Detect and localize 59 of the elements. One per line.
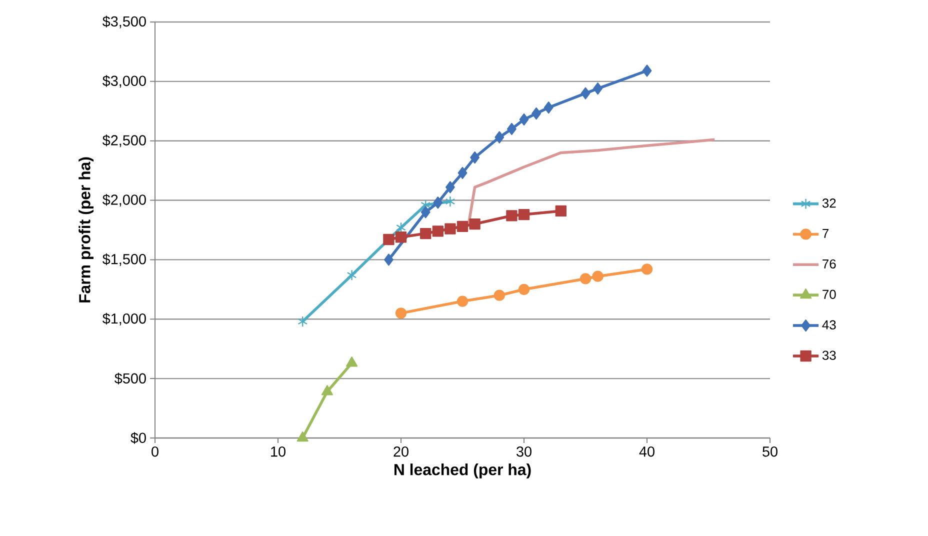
point <box>420 228 432 240</box>
x-tick-label: 20 <box>394 446 408 457</box>
y-tick-label: $500 <box>114 372 146 384</box>
x-tick-label: 50 <box>762 446 778 457</box>
point <box>470 151 480 164</box>
point <box>580 87 590 100</box>
point <box>519 113 529 126</box>
y-tick-label: $0 <box>130 432 146 444</box>
point <box>383 234 394 246</box>
x-tick-label: 30 <box>516 446 532 457</box>
point <box>395 308 407 319</box>
legend-label: 70 <box>822 290 836 299</box>
point <box>507 122 516 136</box>
point <box>494 131 504 144</box>
point <box>395 232 407 243</box>
point <box>593 82 603 95</box>
y-axis-title: Farm profit (per ha) <box>78 157 94 302</box>
legend-label: 76 <box>822 259 836 269</box>
point <box>346 356 358 367</box>
point <box>296 431 308 442</box>
point <box>642 64 652 77</box>
x-tick-label: 10 <box>271 446 286 457</box>
y-tick-label: $2,000 <box>102 194 146 207</box>
point <box>432 226 444 237</box>
point <box>580 273 592 284</box>
point <box>433 196 443 209</box>
legend-label: 33 <box>822 350 836 360</box>
point <box>641 264 653 275</box>
x-tick-label: 40 <box>639 446 654 457</box>
point <box>469 218 480 230</box>
point <box>518 208 530 220</box>
point <box>420 206 430 218</box>
point <box>444 223 456 234</box>
point <box>518 284 530 295</box>
legend-label: 43 <box>822 320 836 330</box>
y-tick-label: $3,500 <box>102 16 146 28</box>
point <box>445 196 456 208</box>
point <box>555 205 566 217</box>
x-tick-label: 0 <box>152 446 158 457</box>
point <box>321 385 333 396</box>
point <box>506 210 518 222</box>
point <box>544 101 554 114</box>
point <box>346 270 357 281</box>
point <box>446 181 455 194</box>
point <box>456 296 468 307</box>
y-tick-label: $1,000 <box>102 312 146 326</box>
y-tick-label: $1,500 <box>102 253 146 266</box>
x-axis-title: N leached (per ha) <box>394 464 531 478</box>
point <box>384 254 394 266</box>
legend-label: 7 <box>822 229 828 238</box>
point <box>298 316 308 328</box>
point <box>532 107 542 120</box>
y-tick-label: $3,000 <box>102 75 146 88</box>
legend-label: 32 <box>822 198 836 208</box>
point <box>494 290 505 301</box>
point <box>458 166 468 180</box>
point <box>592 270 604 282</box>
point <box>456 220 468 232</box>
y-tick-label: $2,500 <box>102 134 146 148</box>
